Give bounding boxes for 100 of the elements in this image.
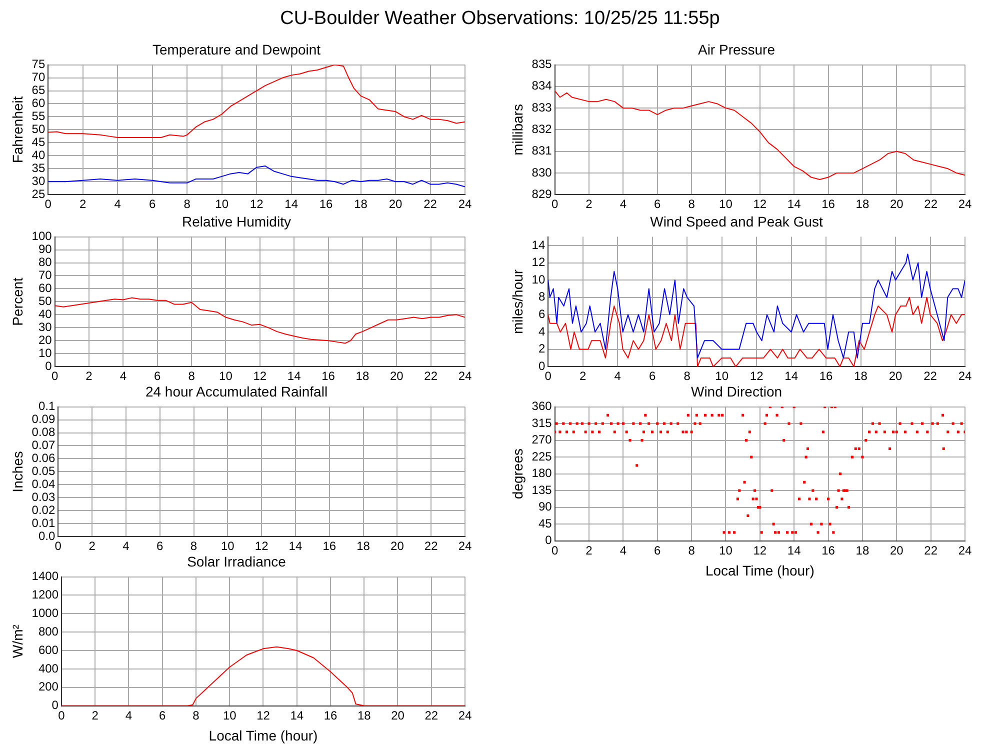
x-tick-label: 16 [822, 197, 836, 212]
x-tick-label: 2 [92, 708, 99, 722]
x-tick-label: 14 [787, 543, 802, 558]
x-tick-label: 6 [654, 197, 662, 212]
chart-title: Wind Direction [690, 383, 782, 400]
x-tick-label: 2 [586, 197, 593, 212]
x-tick-label: 20 [388, 197, 403, 212]
x-tick-label: 16 [322, 369, 336, 384]
x-tick-label: 18 [357, 708, 372, 722]
y-tick-label: 830 [532, 165, 552, 180]
x-tick-label: 12 [753, 197, 767, 212]
x-tick-label: 16 [822, 543, 836, 558]
y-tick-label: 0 [538, 358, 546, 373]
y-axis-title: Percent [9, 277, 26, 326]
y-tick-label: 40 [38, 306, 52, 321]
x-tick-label: 2 [586, 543, 593, 558]
x-tick-label: 14 [287, 369, 302, 384]
y-tick-label: 225 [532, 449, 552, 464]
x-axis-title: Local Time (hour) [705, 562, 814, 578]
x-tick-label: 24 [958, 369, 972, 384]
x-tick-label: 10 [215, 197, 229, 212]
y-tick-label: 834 [532, 78, 552, 93]
y-tick-label: 829 [532, 186, 552, 201]
y-axis-title: Fahrenheit [9, 96, 26, 164]
y-tick-label: 135 [532, 482, 552, 497]
x-tick-label: 4 [614, 369, 622, 384]
x-tick-label: 22 [924, 197, 938, 212]
x-tick-label: 24 [458, 708, 472, 722]
y-tick-label: 70 [38, 268, 52, 282]
y-tick-label: 35 [32, 160, 46, 175]
chart-title: Air Pressure [698, 41, 776, 58]
x-tick-label: 20 [888, 369, 903, 384]
y-tick-label: 833 [532, 100, 552, 114]
y-tick-label: 55 [32, 109, 46, 124]
y-tick-label: 30 [38, 320, 52, 334]
chart-title: Relative Humidity [182, 213, 291, 230]
y-tick-label: 6 [538, 306, 546, 321]
x-tick-label: 14 [787, 197, 802, 212]
x-tick-label: 22 [424, 369, 438, 384]
y-tick-label: 40 [32, 148, 46, 162]
x-tick-label: 18 [354, 197, 368, 212]
x-tick-label: 4 [114, 197, 122, 212]
y-tick-label: 10 [532, 272, 546, 286]
x-tick-label: 12 [254, 539, 269, 554]
x-tick-label: 8 [688, 543, 696, 558]
x-tick-label: 24 [958, 543, 972, 558]
x-tick-label: 24 [458, 369, 472, 384]
x-tick-label: 8 [192, 708, 200, 722]
x-tick-label: 20 [390, 369, 404, 384]
x-tick-label: 2 [88, 539, 96, 554]
y-tick-label: 100 [32, 229, 52, 244]
y-tick-label: 60 [38, 281, 52, 296]
x-tick-label: 8 [190, 539, 198, 554]
y-tick-label: 25 [32, 186, 46, 201]
x-tick-label: 6 [149, 197, 156, 212]
y-axis-title: Inches [9, 451, 26, 492]
y-tick-label: 0.02 [32, 502, 56, 517]
x-tick-label: 12 [250, 197, 264, 212]
y-tick-label: 0.07 [32, 438, 56, 452]
x-tick-label: 2 [86, 369, 93, 384]
y-tick-label: 315 [532, 416, 552, 430]
x-tick-label: 8 [688, 197, 696, 212]
y-tick-label: 0.01 [32, 516, 56, 530]
x-tick-label: 10 [219, 369, 233, 384]
x-tick-label: 16 [819, 369, 834, 384]
x-tick-label: 24 [958, 197, 972, 212]
x-tick-label: 14 [290, 708, 304, 722]
y-tick-label: 800 [38, 624, 59, 638]
x-tick-label: 10 [719, 543, 733, 558]
y-tick-label: 14 [532, 238, 546, 252]
x-tick-label: 12 [253, 369, 267, 384]
y-tick-label: 30 [32, 174, 46, 188]
y-tick-label: 0.03 [32, 490, 56, 504]
y-tick-label: 12 [532, 255, 546, 270]
x-tick-label: 12 [753, 543, 767, 558]
x-tick-label: 24 [458, 197, 472, 212]
y-tick-label: 10 [38, 346, 52, 360]
y-tick-label: 0.0 [38, 528, 56, 543]
y-tick-label: 360 [532, 399, 552, 414]
y-tick-label: 1000 [32, 606, 59, 620]
y-tick-label: 600 [38, 642, 59, 657]
x-tick-label: 24 [458, 539, 472, 554]
chart-title: CU-Boulder Weather Observations: 10/25/25 11:55p [279, 8, 721, 30]
y-tick-label: 60 [32, 96, 46, 110]
x-tick-label: 18 [856, 543, 870, 558]
x-tick-label: 10 [715, 369, 729, 384]
x-tick-label: 18 [356, 539, 370, 554]
y-tick-label: 0.04 [32, 476, 56, 491]
x-tick-label: 20 [390, 539, 404, 554]
chart-subtitle: Temperature and Dewpoint [152, 41, 321, 58]
x-tick-label: 4 [620, 543, 627, 558]
x-axis-title: Local Time (hour) [208, 727, 318, 744]
y-tick-label: 832 [532, 122, 552, 136]
chart-title: Solar Irradiance [187, 553, 286, 570]
y-tick-label: 90 [38, 242, 52, 256]
y-tick-label: 835 [532, 57, 552, 72]
y-tick-label: 831 [532, 144, 552, 158]
y-tick-label: 8 [538, 290, 546, 304]
x-tick-label: 20 [391, 708, 405, 722]
chart-title: 24 hour Accumulated Rainfall [145, 383, 328, 400]
